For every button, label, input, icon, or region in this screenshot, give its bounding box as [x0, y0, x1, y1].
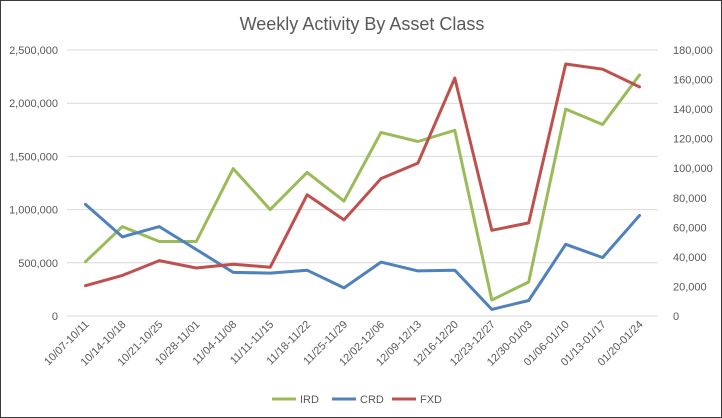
series-line-crd	[84, 202, 641, 311]
y-right-tick-label: 0	[673, 311, 679, 323]
y-right-tick-label: 180,000	[673, 45, 713, 57]
y-left-tick-label: 1,500,000	[9, 151, 58, 163]
legend-label-crd: CRD	[360, 394, 384, 406]
y-left-tick-label: 1,000,000	[9, 205, 58, 217]
y-right-tick-label: 120,000	[673, 134, 713, 146]
y-right-tick-label: 140,000	[673, 104, 713, 116]
y-right-tick-label: 60,000	[673, 222, 707, 234]
y-right-tick-label: 160,000	[673, 75, 713, 87]
y-right-tick-label: 40,000	[673, 252, 707, 264]
series-line-fxd	[84, 62, 641, 288]
y-left-tick-label: 2,500,000	[9, 45, 58, 57]
y-left-tick-label: 2,000,000	[9, 98, 58, 110]
legend-label-ird: IRD	[300, 394, 319, 406]
y-left-tick-label: 500,000	[18, 258, 58, 270]
y-right-tick-label: 80,000	[673, 193, 707, 205]
y-left-tick-label: 0	[52, 311, 58, 323]
series-line-ird	[84, 73, 641, 302]
legend-label-fxd: FXD	[420, 394, 442, 406]
y-right-tick-label: 20,000	[673, 281, 707, 293]
chart-title: Weekly Activity By Asset Class	[240, 14, 485, 34]
y-right-tick-label: 100,000	[673, 163, 713, 175]
